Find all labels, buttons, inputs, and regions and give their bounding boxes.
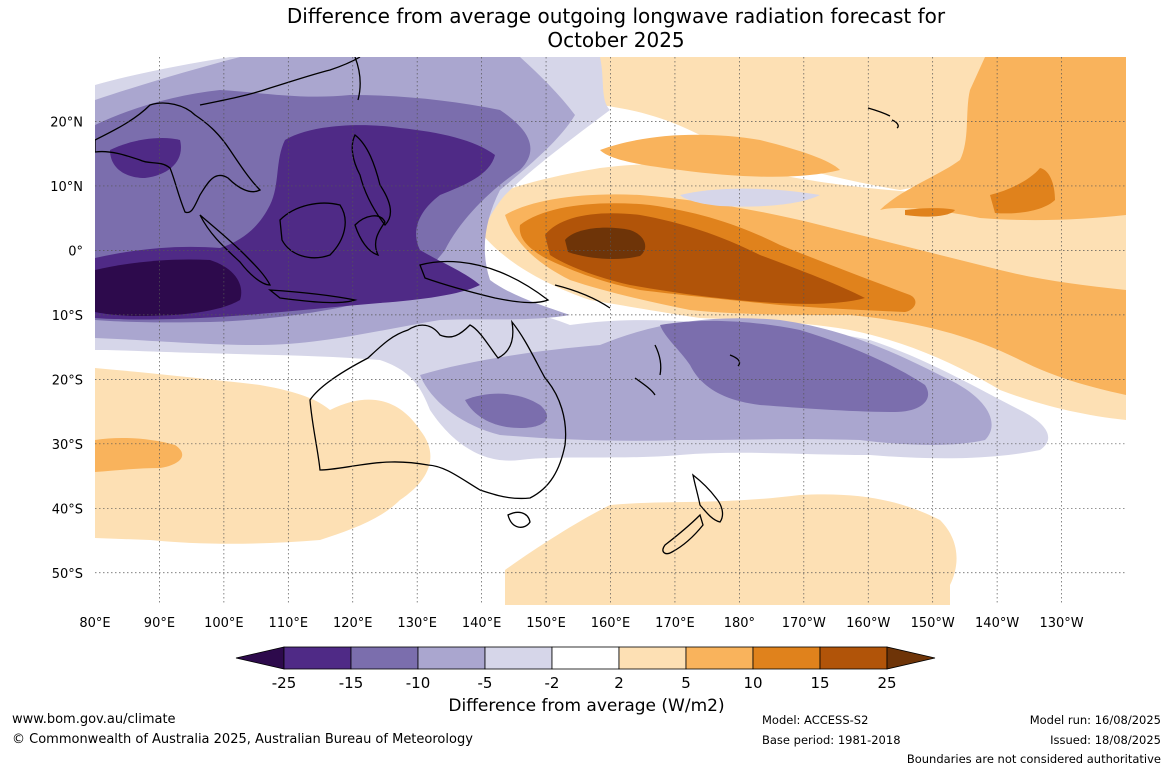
colorbar-extend-high — [886, 646, 936, 670]
colorbar-segment — [618, 646, 687, 670]
longitude-label: 150°W — [911, 616, 955, 631]
chart-title: Difference from average outgoing longwav… — [0, 4, 1173, 52]
longitude-label: 120°E — [333, 616, 373, 631]
neg-2-5-north-pacific-band — [680, 188, 820, 207]
new-caledonia-coast — [634, 377, 656, 396]
colorbar-segment — [350, 646, 419, 670]
colorbar-tick-label: -2 — [545, 674, 560, 692]
philippines-coast — [351, 134, 392, 226]
java-coast — [267, 289, 358, 304]
solomon-islands-coast — [554, 284, 611, 309]
longitude-label: 180° — [724, 616, 755, 631]
longitude-label: 160°E — [591, 616, 631, 631]
anomaly-field — [95, 57, 1126, 605]
longitude-label: 140°W — [975, 616, 1019, 631]
graticule — [95, 57, 1126, 605]
japan-coast — [354, 57, 361, 101]
southeast-asia-coast — [95, 102, 262, 214]
new-zealand-south-coast — [662, 513, 704, 555]
colorbar-tick-label: 25 — [877, 674, 896, 692]
latitude-label: 40°S — [52, 502, 83, 517]
longitude-label: 170°W — [782, 616, 826, 631]
model-name: Model: ACCESS-S2 — [762, 713, 869, 727]
latitude-label: 50°S — [52, 567, 83, 582]
longitude-label: 80°E — [79, 616, 110, 631]
colorbar-tick-label: -25 — [272, 674, 297, 692]
colorbar-tick-label: -10 — [406, 674, 431, 692]
colorbar-segment — [685, 646, 754, 670]
colorbar-segment — [551, 646, 620, 670]
colorbar-segment — [283, 646, 352, 670]
longitude-label: 160°W — [846, 616, 890, 631]
colorbar-tick-label: -15 — [339, 674, 364, 692]
pos-2-5-south-nz — [505, 494, 957, 605]
colorbar-segment — [417, 646, 486, 670]
latitude-label: 10°S — [52, 309, 83, 324]
chart-title-line2: October 2025 — [547, 28, 685, 52]
latitude-label: 20°S — [52, 373, 83, 388]
sulawesi-coast — [354, 215, 386, 257]
colorbar-tick-label: 5 — [681, 674, 691, 692]
colorbar-segment — [819, 646, 888, 670]
coastlines — [95, 57, 899, 555]
latitude-labels: 20°N 10°N 0° 10°S 20°S 30°S 40°S 50°S — [50, 115, 83, 581]
longitude-label: 90°E — [144, 616, 175, 631]
longitude-label: 140°E — [462, 616, 502, 631]
colorbar-tick-label: 10 — [743, 674, 762, 692]
tasmania-coast — [507, 511, 531, 528]
vanuatu-fiji-coast — [654, 344, 741, 376]
colorbar-tick-label: -5 — [478, 674, 493, 692]
longitude-label: 150°E — [526, 616, 566, 631]
latitude-label: 20°N — [50, 115, 83, 130]
model-run-date: Model run: 16/08/2025 — [1029, 713, 1161, 727]
latitude-label: 0° — [68, 244, 83, 259]
copyright-text: © Commonwealth of Australia 2025, Austra… — [12, 732, 473, 747]
pos-5-10-north-pacific-c — [880, 57, 1126, 221]
borneo-coast — [279, 202, 346, 259]
boundaries-disclaimer: Boundaries are not considered authoritat… — [906, 752, 1161, 766]
china-coast — [199, 57, 361, 106]
longitude-labels: 80°E 90°E 100°E 110°E 120°E 130°E 140°E 150°E 16… — [79, 616, 1083, 631]
neg-15-25-sea-region — [110, 138, 181, 178]
new-zealand-north-coast — [692, 473, 724, 523]
base-period: Base period: 1981-2018 — [762, 733, 901, 747]
colorbar-segment — [752, 646, 821, 670]
issued-date: Issued: 18/08/2025 — [1050, 733, 1161, 747]
neg-10-15-south-pacific — [660, 320, 929, 412]
pos-5-10-north-pacific-b — [600, 134, 840, 177]
australia-coast — [309, 319, 567, 500]
colorbar-tick-label: 2 — [614, 674, 624, 692]
latitude-label: 10°N — [50, 180, 83, 195]
pos-5-10-south-indian — [95, 437, 183, 472]
longitude-label: 130°E — [397, 616, 437, 631]
chart-title-line1: Difference from average outgoing longwav… — [286, 4, 946, 28]
website-link[interactable]: www.bom.gov.au/climate — [12, 712, 176, 727]
latitude-label: 30°S — [52, 438, 83, 453]
longitude-label: 170°E — [655, 616, 695, 631]
pos-10-15-north-pacific — [990, 168, 1055, 214]
pos-10-15-north-pacific-b — [905, 208, 955, 217]
longitude-label: 130°W — [1039, 616, 1083, 631]
longitude-label: 100°E — [204, 616, 244, 631]
colorbar: -25 -15 -10 -5 -2 2 5 10 15 25 — [235, 646, 936, 692]
longitude-label: 110°E — [269, 616, 309, 631]
new-guinea-coast — [419, 260, 550, 304]
pos-2-5-south-indian — [95, 368, 431, 544]
colorbar-extend-low — [235, 646, 285, 670]
pos-25-plus-equatorial — [565, 227, 646, 259]
neg-10-15-coral-sea — [465, 393, 548, 428]
hawaii-coast — [867, 107, 899, 129]
colorbar-title: Difference from average (W/m2) — [448, 696, 725, 716]
colorbar-segment — [484, 646, 553, 670]
colorbar-tick-label: 15 — [810, 674, 829, 692]
neg-25-plus-indian — [95, 259, 242, 316]
sumatra-coast — [199, 214, 272, 286]
